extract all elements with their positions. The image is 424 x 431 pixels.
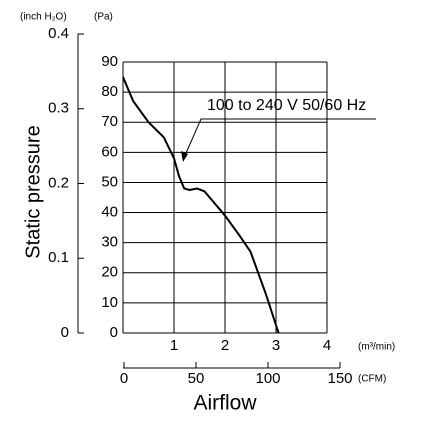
y-axis-title: Static pressure — [22, 125, 44, 258]
y-tick-label: 60 — [101, 143, 118, 160]
y-tick-label: 70 — [101, 113, 118, 130]
y2-unit: (inch H₂O) — [20, 12, 67, 23]
annotation-leader — [182, 118, 376, 161]
y2-tick-label: 0.4 — [48, 25, 69, 42]
x-tick-label: 2 — [221, 337, 229, 354]
x-tick-label: 1 — [170, 337, 178, 354]
x-tick-label: 3 — [272, 337, 280, 354]
y-tick-label: 80 — [101, 83, 118, 100]
curve — [122, 76, 280, 334]
x2-unit: (CFM) — [358, 374, 386, 385]
x2-tick-label: 150 — [327, 370, 352, 387]
y2-tick-label: 0.3 — [48, 100, 69, 117]
x-tick-label: 4 — [323, 337, 331, 354]
x2-tick-label: 50 — [188, 370, 205, 387]
annotation: 100 to 240 V 50/60 Hz — [207, 97, 366, 114]
y-tick-label: 20 — [101, 264, 118, 281]
y-tick-label: 0 — [110, 324, 118, 341]
y-tick-label: 10 — [101, 294, 118, 311]
y-tick-label: 30 — [101, 234, 118, 251]
y-tick-label: 90 — [101, 53, 118, 70]
annotation-arrowhead — [181, 151, 188, 162]
y2-tick-label: 0 — [61, 324, 69, 341]
y2-tick-label: 0.2 — [48, 174, 69, 191]
x2-tick-label: 100 — [255, 370, 280, 387]
y-tick-label: 50 — [101, 173, 118, 190]
y2-tick-label: 0.1 — [48, 249, 69, 266]
x-unit: (m³/min) — [358, 342, 395, 353]
x2-tick-label: 0 — [120, 370, 128, 387]
x-axis-title: Airflow — [193, 392, 257, 415]
y-unit: (Pa) — [94, 12, 113, 23]
y-tick-label: 40 — [101, 204, 118, 221]
